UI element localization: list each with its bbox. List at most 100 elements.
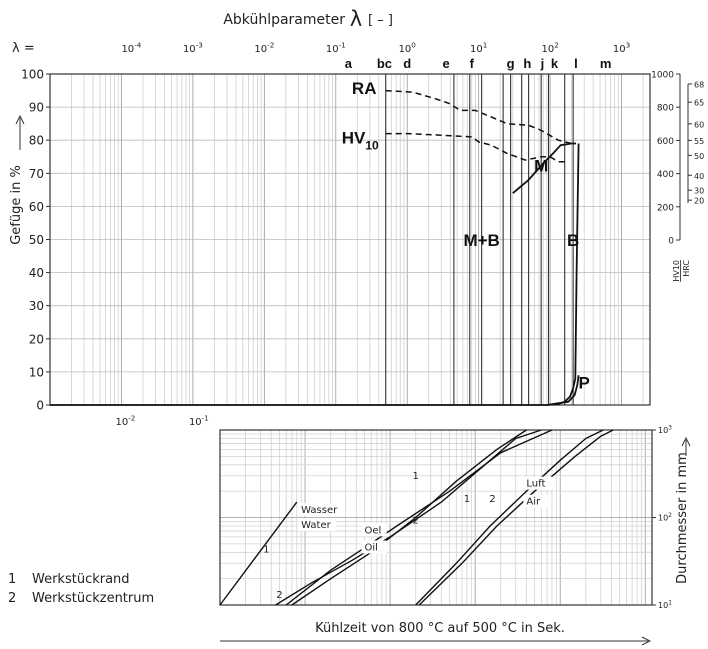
letter-marker: bc	[377, 56, 392, 71]
hv-tick: 0	[668, 237, 674, 247]
letter-marker: g	[507, 56, 515, 71]
y-tick: 100	[21, 68, 44, 82]
medium-label-oel: Oel	[365, 525, 382, 536]
y-tick: 60	[29, 200, 44, 214]
lambda-tick-labels: 10-4 10-3 10-2 10-1 100 101 102 103	[121, 41, 630, 56]
hv-tick: 600	[657, 137, 674, 147]
lower-y-tick: 101	[658, 600, 672, 610]
series-b-line	[546, 143, 580, 406]
letter-marker: a	[345, 56, 353, 71]
medium-labels: Wasser Water Oel Oil Luft Air	[298, 476, 555, 554]
hrc-tick: 68	[694, 80, 704, 89]
diameter-axis-title: Durchmesser in mm	[675, 452, 690, 584]
series-hv10-line	[385, 132, 569, 163]
curve-number-1: 1	[464, 494, 470, 505]
lower-y-tick-labels: 101 102 103	[652, 425, 672, 610]
curve-number-1: 1	[263, 544, 269, 555]
hrc-tick: 30	[694, 187, 704, 196]
medium-label-luft: Luft	[526, 479, 545, 490]
cooling-curve-1	[219, 501, 298, 606]
letter-marker: e	[442, 56, 449, 71]
phase-label-m-b: M+B	[463, 231, 499, 250]
curve-number-2: 2	[489, 494, 495, 505]
lambda-axis-label: λ =	[12, 41, 35, 56]
hrc-tick: 40	[694, 172, 704, 181]
chart-title: Abkühlparameter	[223, 12, 345, 28]
y-tick: 30	[29, 299, 44, 313]
hv-tick-labels: 1000 800 600 400 200 0	[651, 71, 680, 247]
lower-y-tick: 103	[658, 425, 672, 435]
y-tick: 70	[29, 167, 44, 181]
bottom-tick: 10-1	[189, 414, 209, 429]
phase-label-m: M	[534, 157, 548, 176]
lambda-tick: 10-3	[183, 41, 203, 56]
y-tick: 50	[29, 233, 44, 247]
hrc-tick: 55	[694, 137, 704, 146]
hrc-tick: 65	[694, 99, 704, 108]
upper-structure-lines	[385, 74, 574, 405]
lambda-symbol: λ	[350, 7, 362, 31]
letter-marker: d	[403, 56, 411, 71]
y-tick-labels: 0 10 20 30 40 50 60 70 80 90 100	[21, 68, 50, 413]
curve-number-2: 2	[276, 590, 282, 601]
hrc-tick: 20	[694, 197, 704, 206]
lower-y-tick: 102	[658, 513, 672, 523]
upper-grid	[50, 73, 650, 406]
bottom-tick: 10-2	[115, 414, 135, 429]
medium-label-bg	[361, 540, 387, 554]
hv-tick: 200	[657, 203, 674, 213]
lambda-tick: 101	[470, 41, 487, 56]
legend: 1 Werkstückrand 2 Werkstückzentrum	[8, 572, 154, 606]
cooling-time-arrow-head	[641, 636, 652, 646]
hrc-tick: 50	[694, 152, 704, 161]
y-tick: 90	[29, 101, 44, 115]
hrc-tick: 60	[694, 120, 704, 129]
letter-marker: m	[600, 56, 612, 71]
phase-label-hv: HV10	[342, 129, 379, 153]
bottom-tick-labels: 10-2 10-1	[115, 414, 208, 429]
phase-label-b: B	[567, 231, 579, 250]
series-m-line	[512, 142, 576, 194]
hv-tick: 400	[657, 170, 674, 180]
medium-label-water: Water	[301, 520, 331, 531]
lower-series	[219, 429, 614, 606]
medium-label-air: Air	[526, 497, 541, 508]
legend-label-1: Werkstückrand	[32, 572, 130, 587]
cooling-time-axis-title: Kühlzeit von 800 °C auf 500 °C in Sek.	[315, 621, 565, 636]
letter-marker: l	[574, 56, 578, 71]
hrc-axis-label: HRC	[682, 260, 691, 277]
letter-marker: f	[470, 56, 475, 71]
letter-marker: k	[551, 56, 559, 71]
letter-marker: j	[540, 56, 545, 71]
medium-label-wasser: Wasser	[301, 505, 338, 516]
y-tick: 80	[29, 134, 44, 148]
y-tick: 0	[36, 399, 44, 413]
medium-label-bg	[298, 517, 337, 531]
y-tick: 40	[29, 266, 44, 280]
lambda-tick: 10-4	[121, 41, 141, 56]
y-axis-arrow-head	[15, 114, 25, 125]
phase-label-p: P	[579, 373, 590, 392]
curve-number-2: 2	[413, 516, 419, 527]
curve-number-labels: 1 2 1 2 1 2	[263, 471, 496, 601]
medium-label-bg	[361, 523, 387, 537]
lambda-tick: 102	[541, 41, 558, 56]
lower-y-axis-label: Durchmesser in mm	[675, 436, 691, 584]
hv-tick: 1000	[651, 71, 674, 81]
curve-number-1: 1	[413, 471, 419, 482]
diameter-arrow-head	[681, 436, 691, 447]
medium-label-oil: Oil	[365, 542, 378, 553]
cooling-curve-2	[418, 429, 614, 606]
lower-grid	[220, 430, 652, 605]
cooling-curve-1	[291, 429, 527, 606]
medium-label-bg	[523, 494, 549, 508]
chart-title-unit: [ – ]	[368, 13, 393, 28]
y-axis-title: Gefüge in %	[9, 165, 24, 245]
legend-key-1: 1	[8, 572, 16, 587]
letter-markers: a bc d e f g h j k l m	[345, 56, 612, 71]
y-axis-label: Gefüge in %	[9, 114, 25, 245]
y-tick: 10	[29, 365, 44, 379]
phase-label-ra: RA	[352, 79, 377, 98]
